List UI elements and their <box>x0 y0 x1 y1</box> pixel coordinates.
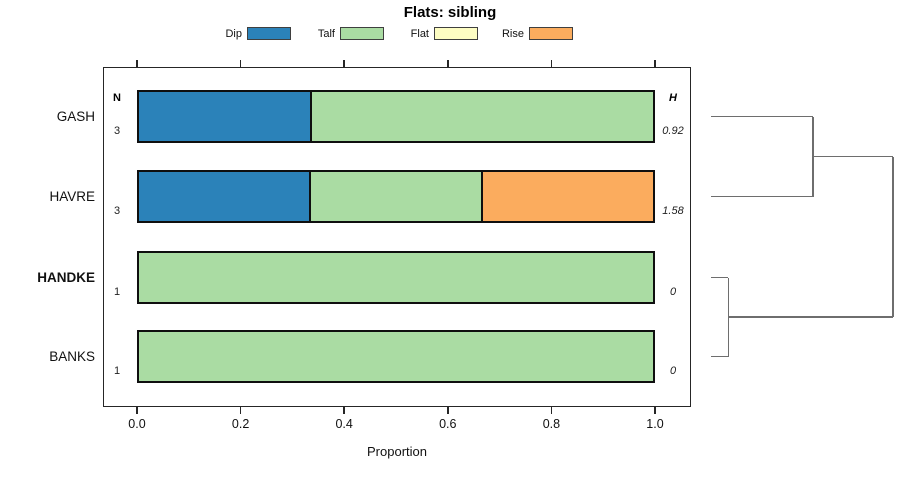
x-axis-top-tick <box>654 60 656 67</box>
n-value: 1 <box>113 365 121 377</box>
x-axis-bottom-tick <box>239 406 242 414</box>
legend-swatch-flat <box>434 27 478 40</box>
legend-label: Rise <box>501 27 524 40</box>
bar-segment-dip <box>139 92 310 141</box>
legend-swatch-dip <box>247 27 291 40</box>
n-value: 1 <box>113 286 121 298</box>
x-axis-tick-label: 0.2 <box>231 417 250 431</box>
x-axis-tick-label: 0.4 <box>335 417 353 431</box>
x-axis-tick-label: 1.0 <box>646 417 664 431</box>
n-column-header: N <box>113 92 121 104</box>
h-column-header: H <box>669 92 677 104</box>
legend-label: Dip <box>225 27 242 40</box>
legend-label: Flat <box>410 27 429 40</box>
legend-item-rise: Rise <box>497 25 573 42</box>
dendrogram-segment <box>711 276 729 279</box>
stacked-bar-handke <box>137 251 655 304</box>
dendrogram-segment <box>728 316 893 318</box>
bar-segment-dip <box>139 172 309 221</box>
bar-segment-talf <box>308 172 482 221</box>
x-axis-bottom-tick <box>447 406 449 414</box>
y-axis-label-havre: HAVRE <box>49 188 95 204</box>
x-axis-top-tick <box>343 60 345 67</box>
x-axis-bottom-tick <box>343 406 345 414</box>
legend-item-talf: Talf <box>308 25 384 42</box>
h-value: 1.58 <box>662 205 684 217</box>
stacked-bar-banks <box>137 330 655 383</box>
legend-item-dip: Dip <box>215 25 291 42</box>
x-axis-tick-label: 0.0 <box>128 417 146 431</box>
y-axis-label-handke: HANDKE <box>37 269 95 285</box>
x-axis-bottom-tick <box>136 406 138 414</box>
n-value: 3 <box>113 125 121 137</box>
y-axis-label-gash: GASH <box>56 108 95 124</box>
bar-segment-talf <box>139 253 653 302</box>
h-value: 0 <box>669 365 677 377</box>
h-value: 0 <box>669 286 677 298</box>
x-axis-bottom-tick <box>550 406 553 414</box>
x-axis-tick-label: 0.6 <box>439 417 457 431</box>
n-value: 3 <box>113 205 121 217</box>
x-axis-tick-label: 0.8 <box>542 417 561 431</box>
y-axis-label-banks: BANKS <box>49 348 95 364</box>
x-axis-top-tick <box>447 60 449 67</box>
x-axis-title: Proportion <box>367 444 427 459</box>
bar-segment-talf <box>309 92 653 141</box>
dendrogram-segment <box>812 155 893 158</box>
chart-title: Flats: sibling <box>403 4 497 21</box>
dendrogram-segment <box>892 156 894 317</box>
dendrogram-segment <box>711 195 813 198</box>
x-axis-bottom-tick <box>654 406 656 414</box>
h-value: 0.92 <box>662 125 684 137</box>
legend-label: Talf <box>317 27 335 40</box>
stacked-bar-gash <box>137 90 655 143</box>
legend-item-flat: Flat <box>402 25 478 42</box>
bar-segment-talf <box>139 332 653 381</box>
dendrogram-segment <box>711 355 729 358</box>
x-axis-top-tick <box>550 60 553 67</box>
stacked-bar-havre <box>137 170 655 223</box>
x-axis-top-tick <box>239 60 242 67</box>
x-axis-top-tick <box>136 60 138 67</box>
bar-segment-rise <box>481 172 653 221</box>
legend-swatch-talf <box>340 27 384 40</box>
dendrogram-segment <box>711 115 813 118</box>
legend-swatch-rise <box>529 27 573 40</box>
